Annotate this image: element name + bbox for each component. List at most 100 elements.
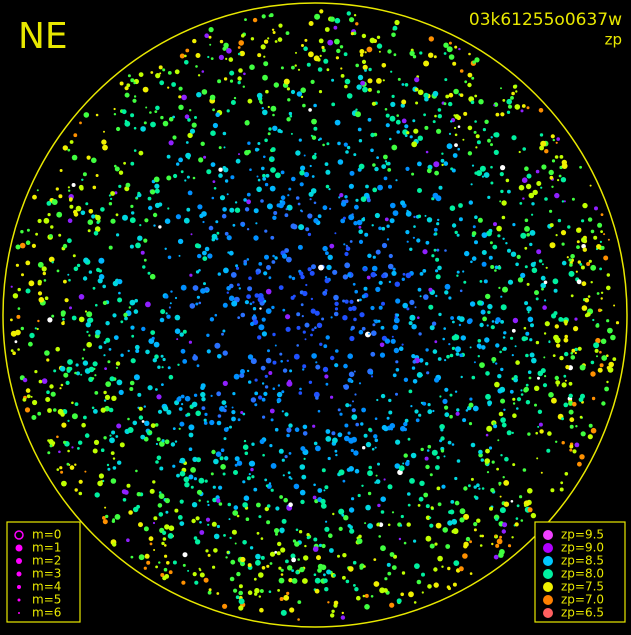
star (302, 103, 306, 108)
star (541, 164, 547, 170)
star (346, 145, 351, 150)
star (431, 254, 435, 258)
star (600, 309, 603, 312)
star (530, 323, 534, 328)
star (379, 587, 385, 594)
star (210, 394, 213, 397)
star (333, 294, 339, 301)
star (464, 250, 470, 257)
zp-swatch (543, 582, 553, 592)
star (478, 346, 481, 350)
star (454, 230, 458, 235)
star (46, 390, 50, 395)
star (356, 84, 362, 90)
star (516, 407, 519, 410)
star (268, 127, 272, 131)
star (32, 194, 37, 200)
star (248, 380, 252, 384)
star (24, 407, 31, 413)
star (278, 448, 284, 454)
star (318, 543, 323, 548)
star (311, 175, 315, 178)
star (324, 485, 329, 490)
star (264, 374, 268, 378)
star (524, 246, 528, 250)
star (409, 135, 413, 139)
star (418, 332, 422, 336)
star (591, 396, 596, 401)
star (176, 396, 182, 402)
star (73, 212, 79, 217)
star (254, 391, 259, 396)
star (133, 374, 140, 381)
star (266, 520, 271, 525)
star (295, 150, 301, 156)
star (216, 231, 220, 235)
star (263, 61, 269, 67)
star (496, 467, 499, 471)
star (128, 306, 131, 309)
star (95, 113, 99, 117)
star (321, 45, 325, 50)
magnitude-label: m=1 (32, 541, 61, 555)
star (120, 353, 124, 357)
star (500, 454, 503, 457)
star (186, 175, 190, 179)
star (84, 470, 87, 473)
star (281, 390, 285, 394)
star (344, 84, 348, 89)
star (608, 361, 614, 368)
star (79, 121, 82, 125)
star (229, 536, 232, 540)
star (299, 271, 304, 276)
star (153, 341, 160, 348)
star (543, 356, 546, 359)
star (132, 420, 138, 426)
star (338, 196, 341, 199)
star (370, 148, 374, 153)
star (340, 615, 346, 620)
star (131, 334, 135, 338)
star (179, 332, 184, 337)
star (501, 422, 507, 428)
star (121, 109, 127, 115)
star (481, 487, 485, 490)
star (389, 602, 395, 608)
star (324, 587, 329, 592)
star (549, 223, 554, 228)
star (271, 28, 275, 31)
star (365, 441, 372, 448)
star (564, 379, 567, 382)
star (423, 294, 429, 300)
star (576, 279, 582, 285)
star (425, 362, 429, 366)
star (342, 479, 346, 483)
star (263, 55, 266, 58)
star (97, 480, 103, 487)
star (347, 353, 354, 360)
star (539, 429, 544, 434)
star (313, 573, 317, 576)
star (17, 287, 21, 292)
star (299, 489, 306, 496)
star (100, 407, 106, 413)
star (424, 214, 427, 217)
star (436, 128, 442, 134)
star (147, 196, 152, 201)
star (390, 101, 396, 107)
star (433, 161, 440, 168)
star (323, 578, 328, 583)
star (494, 132, 500, 138)
star (314, 577, 321, 584)
star (250, 37, 255, 41)
star (92, 361, 98, 367)
star (524, 218, 529, 223)
star (269, 444, 273, 448)
star (246, 294, 252, 299)
star (306, 62, 311, 67)
star (195, 53, 201, 58)
star (497, 265, 502, 270)
star (71, 154, 78, 161)
star (352, 282, 356, 286)
star (417, 214, 422, 219)
